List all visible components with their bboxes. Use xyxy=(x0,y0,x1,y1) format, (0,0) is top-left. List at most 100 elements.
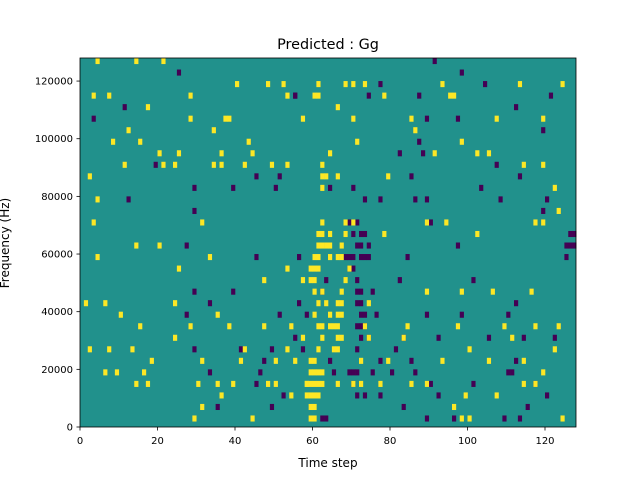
heatmap-cell-high xyxy=(335,300,340,307)
heatmap-cell-high xyxy=(502,323,507,330)
heatmap-cell-low xyxy=(541,207,546,214)
heatmap-cell-high xyxy=(386,173,391,180)
heatmap-cell-high xyxy=(293,357,298,364)
heatmap-cell-low xyxy=(355,242,360,249)
heatmap-cell-low xyxy=(568,242,573,249)
heatmap-cell-high xyxy=(459,138,464,145)
heatmap-cell-high xyxy=(467,415,472,422)
heatmap-cell-high xyxy=(556,323,561,330)
heatmap-cell-high xyxy=(320,380,325,387)
heatmap-cell-low xyxy=(231,184,236,191)
heatmap-cell-high xyxy=(335,173,340,180)
heatmap-cell-low xyxy=(254,173,259,180)
heatmap-cell-high xyxy=(328,242,333,249)
heatmap-cell-low xyxy=(572,242,577,249)
heatmap-cell-low xyxy=(355,346,360,353)
heatmap-cell-high xyxy=(320,161,325,168)
heatmap-cell-low xyxy=(331,369,337,376)
heatmap-cell-low xyxy=(351,369,356,376)
heatmap-cell-low xyxy=(355,219,360,226)
heatmap-cell-low xyxy=(374,311,379,318)
heatmap-cell-high xyxy=(424,380,430,387)
heatmap-cell-high xyxy=(242,346,247,353)
heatmap-cell-low xyxy=(428,380,433,387)
heatmap-cell-high xyxy=(440,81,445,88)
heatmap-cell-low xyxy=(393,346,399,353)
heatmap-cell-high xyxy=(335,254,340,261)
heatmap-cell-low xyxy=(320,415,325,422)
heatmap-cell-high xyxy=(424,219,430,226)
heatmap-cell-high xyxy=(173,334,178,341)
heatmap-cell-high xyxy=(440,357,445,364)
heatmap-cell-high xyxy=(312,92,317,99)
heatmap-cell-low xyxy=(192,207,197,214)
heatmap-cell-high xyxy=(316,380,321,387)
heatmap-cell-low xyxy=(262,357,267,364)
heatmap-cell-low xyxy=(351,254,356,261)
heatmap-cell-high xyxy=(316,254,321,261)
heatmap-cell-high xyxy=(312,415,317,422)
heatmap-cell-low xyxy=(366,242,371,249)
heatmap-cell-high xyxy=(316,265,321,272)
heatmap-cell-high xyxy=(455,323,461,330)
heatmap-cell-low xyxy=(355,277,360,284)
heatmap-cell-high xyxy=(281,81,286,88)
heatmap-cell-low xyxy=(564,254,569,261)
heatmap-cell-low xyxy=(506,369,511,376)
heatmap-cell-high xyxy=(219,392,224,399)
heatmap-cell-high xyxy=(413,127,418,134)
heatmap-cell-high xyxy=(521,380,526,387)
heatmap-cell-high xyxy=(95,254,100,261)
heatmap-cell-low xyxy=(390,369,395,376)
heatmap-cell-high xyxy=(103,369,108,376)
heatmap-cell-high xyxy=(320,334,325,341)
heatmap-cell-low xyxy=(362,311,368,318)
heatmap-cell-high xyxy=(138,138,143,145)
heatmap-cell-low xyxy=(254,254,259,261)
heatmap-cell-high xyxy=(335,104,340,111)
heatmap-cell-high xyxy=(192,415,197,422)
heatmap-cell-high xyxy=(316,323,321,330)
heatmap-cell-high xyxy=(269,161,275,168)
heatmap-cell-low xyxy=(355,288,360,295)
heatmap-cell-low xyxy=(351,265,356,272)
heatmap-cell-high xyxy=(308,369,313,376)
heatmap-cell-high xyxy=(521,357,526,364)
heatmap-cell-high xyxy=(475,230,480,238)
heatmap-cell-low xyxy=(397,277,402,284)
heatmap-cell-low xyxy=(401,403,406,411)
heatmap-cell-high xyxy=(320,219,325,226)
heatmap-cell-low xyxy=(413,369,418,376)
heatmap-cell-high xyxy=(320,230,325,238)
heatmap-cell-high xyxy=(273,357,278,364)
heatmap-cell-high xyxy=(459,415,464,422)
heatmap-cell-high xyxy=(316,92,321,99)
heatmap-cell-low xyxy=(552,334,557,341)
heatmap-cell-high xyxy=(161,161,166,168)
heatmap-cell-high xyxy=(355,138,360,145)
heatmap-cell-high xyxy=(312,392,317,399)
heatmap-cell-low xyxy=(521,334,526,341)
heatmap-cell-low xyxy=(428,219,433,226)
heatmap-cell-high xyxy=(320,369,325,376)
heatmap-cell-low xyxy=(269,346,275,353)
heatmap-cell-high xyxy=(145,380,151,387)
heatmap-cell-low xyxy=(126,196,131,203)
heatmap-cell-low xyxy=(545,196,550,203)
heatmap-cell-low xyxy=(548,92,554,99)
y-tick-label: 80000 xyxy=(41,192,73,203)
heatmap-cell-high xyxy=(339,254,344,261)
heatmap-cell-low xyxy=(436,334,441,341)
heatmap-cell-low xyxy=(405,254,410,261)
heatmap-cell-high xyxy=(312,311,317,318)
heatmap-cell-low xyxy=(359,242,364,249)
heatmap-cell-high xyxy=(405,323,410,330)
heatmap-cell-low xyxy=(184,311,189,318)
y-axis: 0 20000 40000 60000 80000 100000 120000 xyxy=(35,77,80,434)
heatmap-cell-high xyxy=(308,403,313,411)
heatmap-cell-low xyxy=(572,230,577,238)
heatmap-cell-low xyxy=(471,277,476,284)
heatmap-cell-low xyxy=(269,403,275,411)
heatmap-cell-high xyxy=(250,150,255,157)
heatmap-cell-high xyxy=(320,323,325,330)
